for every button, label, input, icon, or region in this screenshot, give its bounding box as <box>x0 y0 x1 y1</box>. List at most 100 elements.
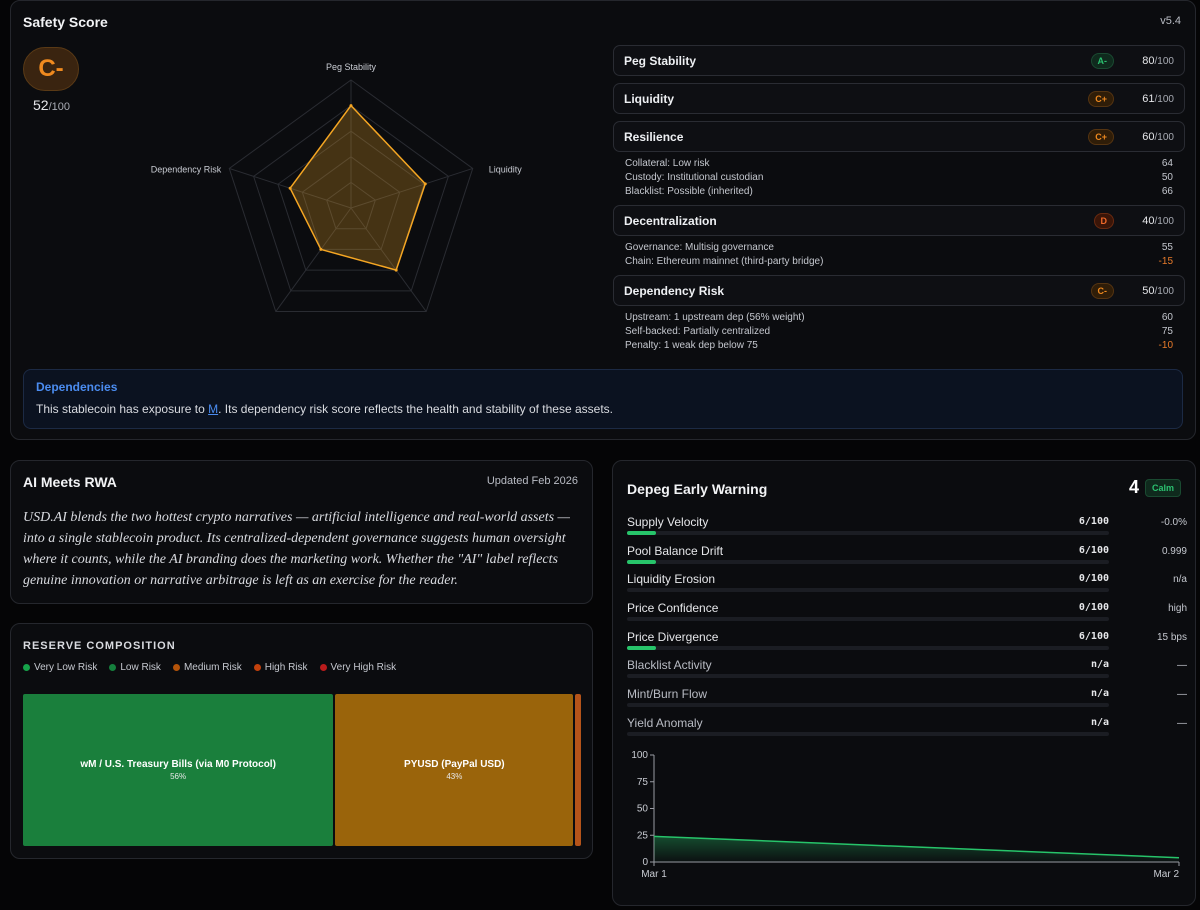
signal-name: Mint/Burn Flow <box>627 687 708 702</box>
depeg-score: 4 <box>1128 477 1139 497</box>
reserve-tile[interactable]: PYUSD (PayPal USD) 43% <box>335 694 574 846</box>
legend-label: Very High Risk <box>330 662 397 673</box>
dimension-name: Resilience <box>624 129 684 144</box>
dimension-row[interactable]: Resilience C+ 60/100 <box>613 121 1185 152</box>
radar-grid-ring <box>326 181 376 230</box>
overall-score: 52/100 <box>33 97 70 113</box>
signal-name: Price Confidence <box>627 601 719 616</box>
chart-series-line <box>653 835 1180 859</box>
radar-score-polygon <box>289 104 427 272</box>
dimension-grade-badge: C+ <box>1088 90 1114 107</box>
reserve-tile[interactable]: wM / U.S. Treasury Bills (via M0 Protoco… <box>23 694 334 846</box>
signal-bar-fill <box>627 531 656 535</box>
y-tick-label: 50 <box>637 804 649 815</box>
detail-row: Custody: Institutional custodian 50 <box>625 171 1173 185</box>
reserve-tile[interactable] <box>575 694 581 846</box>
radar-point <box>394 268 398 272</box>
legend-item: Low Risk <box>109 662 161 673</box>
dimension-score-value: 40 <box>1142 214 1155 227</box>
radar-grid-ring <box>301 156 401 250</box>
legend-label: High Risk <box>264 662 308 673</box>
overall-grade-badge: C- <box>23 47 79 91</box>
radar-axis-label: Peg Stability <box>326 62 377 72</box>
legend-label: Medium Risk <box>183 662 242 673</box>
dependency-link-m[interactable]: M <box>208 402 219 416</box>
depeg-signal-row: Blacklist Activity n/a — <box>627 656 1187 685</box>
signal-value: -0.0% <box>1160 517 1187 528</box>
depeg-signal-row: Mint/Burn Flow n/a — <box>627 685 1187 714</box>
dimension-name: Decentralization <box>624 213 717 228</box>
signal-score: 6/100 <box>1078 630 1109 642</box>
signal-value: 0.999 <box>1161 545 1187 557</box>
signal-score: 0/100 <box>1078 602 1109 614</box>
dimension-score-denominator: /100 <box>1154 93 1174 105</box>
safety-score-card: Safety Score v5.4 C- 52/100 Peg Stabilit… <box>10 0 1196 440</box>
signal-bar-track <box>627 617 1109 622</box>
dimension-score-denominator: /100 <box>1154 285 1174 297</box>
depeg-title: Depeg Early Warning <box>627 481 768 497</box>
reserve-tile-percent: 56% <box>170 772 187 781</box>
dimension-score: 80/100 <box>1126 55 1174 67</box>
legend-label: Low Risk <box>120 662 161 673</box>
depeg-history-chart: 0 25 50 75 100 Mar 1 Mar 2 <box>631 750 1180 877</box>
radar-spoke <box>275 207 352 312</box>
overall-score-denominator: /100 <box>48 101 70 113</box>
detail-row: Self-backed: Partially centralized 75 <box>625 325 1173 339</box>
signal-value: — <box>1177 717 1187 729</box>
y-tick-label: 0 <box>642 857 648 868</box>
dimension-name: Dependency Risk <box>624 283 725 298</box>
signal-score: n/a <box>1090 659 1109 671</box>
radar-axis-label: Decentralization <box>205 322 270 323</box>
depeg-signal-row: Yield Anomaly n/a — <box>627 714 1187 743</box>
signal-value: high <box>1168 603 1187 615</box>
signal-name: Supply Velocity <box>627 515 709 529</box>
dimension-score-value: 50 <box>1142 284 1155 297</box>
signal-score: n/a <box>1090 688 1109 700</box>
radar-point <box>349 104 353 108</box>
detail-value: 75 <box>1161 326 1173 337</box>
safety-radar-chart: Peg Stability Liquidity Resilience Decentra… <box>151 62 523 323</box>
signal-score: 6/100 <box>1078 544 1109 556</box>
dimension-score-denominator: /100 <box>1154 55 1174 67</box>
dimension-row[interactable]: Decentralization D 40/100 <box>613 205 1185 236</box>
detail-value: 64 <box>1161 158 1173 169</box>
dimension-row[interactable]: Dependency Risk C- 50/100 <box>613 275 1185 306</box>
signal-score: 6/100 <box>1078 516 1109 527</box>
dimension-row[interactable]: Peg Stability A- 80/100 <box>613 45 1185 76</box>
detail-label: Governance: Multisig governance <box>625 242 774 253</box>
overall-score-value: 52 <box>33 97 49 113</box>
radar-point <box>423 182 427 186</box>
dependencies-text-before: This stablecoin has exposure to <box>36 402 209 416</box>
legend-item: Medium Risk <box>172 662 242 673</box>
depeg-signal-row: Price Divergence 6/100 15 bps <box>627 628 1187 657</box>
depeg-signal-row: Pool Balance Drift 6/100 0.999 <box>627 542 1187 571</box>
radar-grid-ring <box>277 130 425 271</box>
detail-row: Blacklist: Possible (inherited) 66 <box>625 185 1173 199</box>
dimension-score: 40/100 <box>1126 215 1174 227</box>
dimension-row[interactable]: Liquidity C+ 61/100 <box>613 83 1185 114</box>
signal-bar-track <box>627 588 1109 593</box>
dimension-score-denominator: /100 <box>1154 215 1174 227</box>
dimension-name: Peg Stability <box>624 53 697 68</box>
radar-point <box>288 186 292 190</box>
legend-label: Very Low Risk <box>34 662 98 673</box>
radar-point <box>319 247 323 251</box>
reserve-title: RESERVE COMPOSITION <box>23 640 176 652</box>
signal-name: Price Divergence <box>627 629 719 644</box>
radar-spoke <box>350 167 473 209</box>
dimension-score-denominator: /100 <box>1154 131 1174 143</box>
signal-value: 15 bps <box>1156 631 1187 643</box>
safety-score-title: Safety Score <box>23 14 108 30</box>
dependencies-title: Dependencies <box>36 380 118 394</box>
dimension-details: Upstream: 1 upstream dep (56% weight) 60 S… <box>613 311 1185 353</box>
depeg-signal-list: Supply Velocity 6/100 -0.0% Pool Balance Dr… <box>627 513 1187 743</box>
detail-value: 66 <box>1161 186 1173 197</box>
detail-value: 50 <box>1161 172 1173 183</box>
signal-bar-track <box>627 731 1109 736</box>
detail-label: Blacklist: Possible (inherited) <box>625 186 753 197</box>
dimension-score-value: 80 <box>1142 54 1155 67</box>
x-tick-label: Mar 1 <box>641 869 667 877</box>
depeg-signal-row: Supply Velocity 6/100 -0.0% <box>627 513 1187 542</box>
dimension-list: Peg Stability A- 80/100 Liquidity C+ 61/100 Re… <box>613 45 1185 359</box>
radar-axis-label: Resilience <box>409 322 451 323</box>
